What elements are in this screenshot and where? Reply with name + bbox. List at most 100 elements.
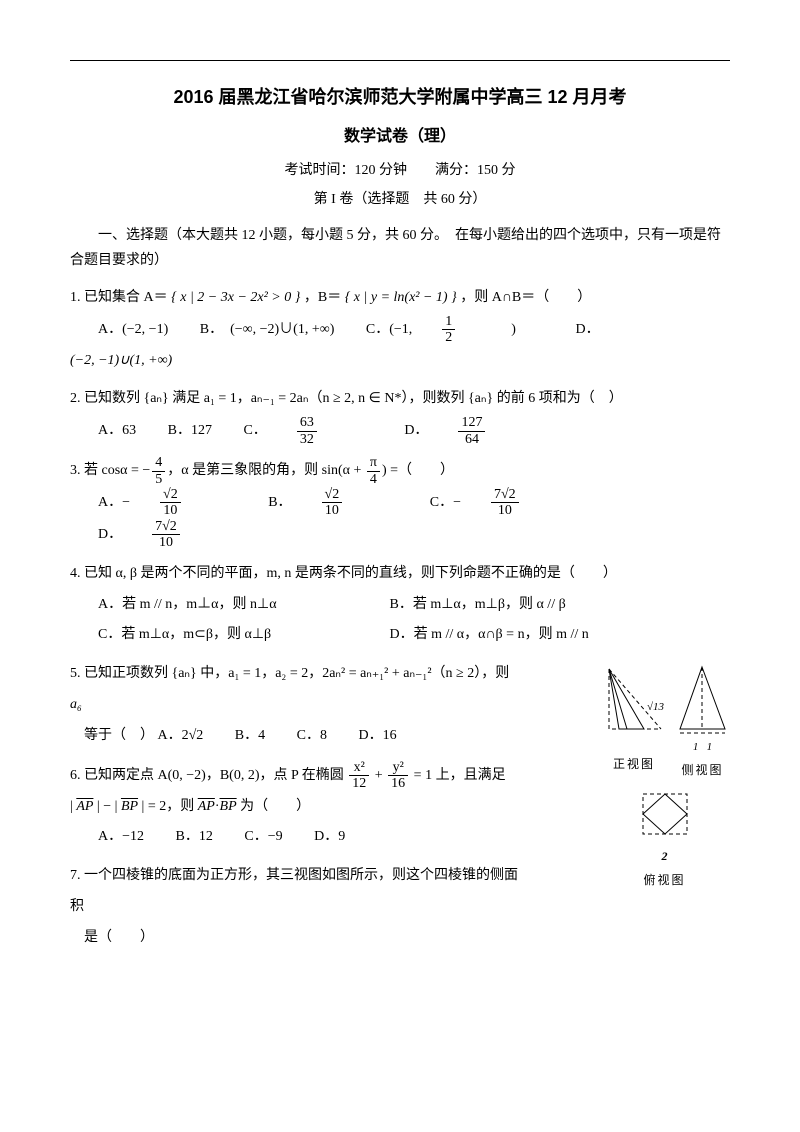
q7-line2: 积	[70, 892, 730, 923]
q3-frac1: 45	[152, 455, 165, 487]
q3-b-den: 10	[322, 503, 343, 518]
q6-frac-x: x²12	[349, 760, 369, 792]
q6-fy-num: y²	[388, 760, 408, 776]
q2-opt-c: C． 6332	[243, 415, 372, 447]
q4-opt-d: D．若 m // α，α∩β = n，则 m // n	[390, 620, 589, 651]
section1-intro: 一、选择题（本大题共 12 小题，每小题 5 分，共 60 分。 在每小题给出的…	[70, 223, 730, 273]
q4-opt-b: B．若 m⊥α，m⊥β，则 α // β	[390, 590, 566, 621]
q3-d-label: D．	[98, 520, 122, 551]
q6-fx-num: x²	[349, 760, 369, 776]
q3-c-label: C．−	[430, 488, 461, 519]
q2-optd-label: D．	[404, 416, 428, 447]
q1-opt-d-label: D．	[575, 315, 599, 346]
q1-set-b: { x | y = ln(x² − 1) }	[345, 290, 457, 305]
q3-f1-num: 4	[152, 455, 165, 471]
question-1: 1. 已知集合 A＝ { x | 2 − 3x − 2x² > 0 } ，B＝ …	[70, 283, 730, 377]
q5-opt-d: D．16	[358, 721, 396, 752]
q2-opt-a: A．63	[98, 416, 136, 447]
q1-set-a: { x | 2 − 3x − 2x² > 0 }	[171, 290, 300, 305]
two-label: 2	[599, 846, 730, 868]
q3-a-den: 10	[160, 503, 181, 518]
q4-options-row1: A．若 m // n，m⊥α，则 n⊥α B．若 m⊥α，m⊥β，则 α // …	[70, 590, 730, 621]
q6-opt-b: B．12	[176, 822, 213, 853]
q3-f2-num: π	[367, 455, 380, 471]
q3-stem-b: ，α 是第三象限的角，则 sin(α +	[167, 463, 365, 478]
q4-options-row2: C．若 m⊥α，m⊂β，则 α⊥β D．若 m // α，α∩β = n，则 m…	[70, 620, 730, 651]
three-view-figures: √13 正视图 1 1 侧视图 2 俯视图	[599, 659, 730, 891]
q3-opt-b: B．√210	[268, 487, 398, 519]
q1-optc-num: 1	[442, 314, 455, 330]
q3-c-frac: 7√210	[491, 487, 547, 519]
q1-optc-post: )	[511, 315, 516, 346]
q6-stem-a: 6. 已知两定点 A(0, −2)，B(0, 2)，点 P 在椭圆	[70, 768, 347, 783]
top-view: 2 俯视图	[599, 786, 730, 891]
q5-tail: 等于（ ）	[70, 728, 154, 743]
q3-b-num: √2	[322, 487, 343, 503]
q3-a-num: √2	[160, 487, 181, 503]
q3-d-num: 7√2	[152, 519, 180, 535]
top-rule	[70, 60, 730, 61]
q1-opt-c: C．(−1, 12)	[366, 314, 544, 346]
q6-opt-d: D．9	[314, 822, 345, 853]
side-view-label: 侧视图	[675, 760, 730, 782]
q3-opt-d: D． 7√210	[98, 519, 236, 551]
q1-optc-frac: 12	[442, 314, 483, 346]
q3-b-frac: √210	[322, 487, 371, 519]
q2-optc-den: 32	[297, 432, 317, 447]
q2-optd-den: 64	[458, 432, 485, 447]
top-view-label: 俯视图	[599, 870, 730, 892]
q3-opt-a: A．− √210	[98, 487, 237, 519]
one-left: 1	[693, 741, 699, 753]
q3-d-frac: 7√210	[152, 519, 208, 551]
q4-stem: 4. 已知 α, β 是两个不同的平面，m, n 是两条不同的直线，则下列命题不…	[70, 559, 730, 590]
q1-optc-pre: C．(−1,	[366, 315, 412, 346]
question-4: 4. 已知 α, β 是两个不同的平面，m, n 是两条不同的直线，则下列命题不…	[70, 559, 730, 651]
front-view-label: 正视图	[599, 754, 669, 776]
q6-fy-den: 16	[388, 776, 408, 791]
q1-opt-a: A．(−2, −1)	[98, 315, 168, 346]
q3-c-num: 7√2	[491, 487, 519, 503]
front-view: √13 正视图	[599, 659, 669, 782]
q1-tail: ，则 A∩B＝（ ）	[460, 290, 591, 305]
top-view-svg	[635, 786, 695, 841]
q2-options: A．63 B．127 C． 6332 D． 12764	[70, 415, 730, 447]
side-view: 1 1 侧视图	[675, 659, 730, 782]
q6-fx-den: 12	[349, 776, 369, 791]
q2-stem: 2. 已知数列 {aₙ} 满足 a₁ = 1，aₙ₋₁ = 2aₙ（n ≥ 2,…	[70, 384, 730, 415]
q5-opt-c: C．8	[297, 721, 327, 752]
q3-f2-den: 4	[367, 472, 380, 487]
q2-optd-num: 127	[458, 415, 485, 431]
question-2: 2. 已知数列 {aₙ} 满足 a₁ = 1，aₙ₋₁ = 2aₙ（n ≥ 2,…	[70, 384, 730, 447]
exam-info: 考试时间：120 分钟 满分：150 分	[70, 158, 730, 183]
q4-opt-a: A．若 m // n，m⊥α，则 n⊥α	[98, 590, 358, 621]
q3-opt-c: C．− 7√210	[430, 487, 575, 519]
q3-stem-a: 3. 若 cosα = −	[70, 463, 150, 478]
q2-opt-d: D． 12764	[404, 415, 541, 447]
q3-c-den: 10	[491, 503, 519, 518]
q1-optc-den: 2	[442, 330, 455, 345]
title-sub: 数学试卷（理）	[70, 123, 730, 152]
q2-optc-label: C．	[243, 416, 266, 447]
q1-mid: ，B＝	[304, 290, 341, 305]
title-main: 2016 届黑龙江省哈尔滨师范大学附属中学高三 12 月月考	[70, 81, 730, 113]
q5-opt-b: B．4	[235, 721, 265, 752]
q3-options: A．−√210 B．√210 C．−7√210 D．7√210	[70, 487, 730, 551]
q3-a-label: A．−	[98, 488, 130, 519]
q5-opt-a: A．2√2	[158, 721, 204, 752]
q2-opt-b: B．127	[168, 416, 212, 447]
q3-f1-den: 5	[152, 472, 165, 487]
q6-plus: +	[371, 768, 386, 783]
q6-opt-a: A．−12	[98, 822, 144, 853]
q1-opt-d-body: (−2, −1)∪(1, +∞)	[70, 346, 730, 377]
part-label: 第 I 卷（选择题 共 60 分）	[70, 187, 730, 212]
q2-optc-frac: 6332	[297, 415, 345, 447]
q3-frac2: π4	[367, 455, 380, 487]
sqrt13-label: √13	[647, 698, 717, 718]
q1-stem-a: 1. 已知集合 A＝	[70, 290, 168, 305]
q6-opt-c: C．−9	[244, 822, 282, 853]
q5-options: A．2√2 B．4 C．8 D．16	[158, 728, 425, 743]
q6-stem-b: = 1 上，且满足	[410, 768, 505, 783]
q2-optd-frac: 12764	[458, 415, 513, 447]
q3-a-frac: √210	[160, 487, 209, 519]
q1-options: A．(−2, −1) B． (−∞, −2)∪(1, +∞) C．(−1, 12…	[70, 314, 730, 346]
